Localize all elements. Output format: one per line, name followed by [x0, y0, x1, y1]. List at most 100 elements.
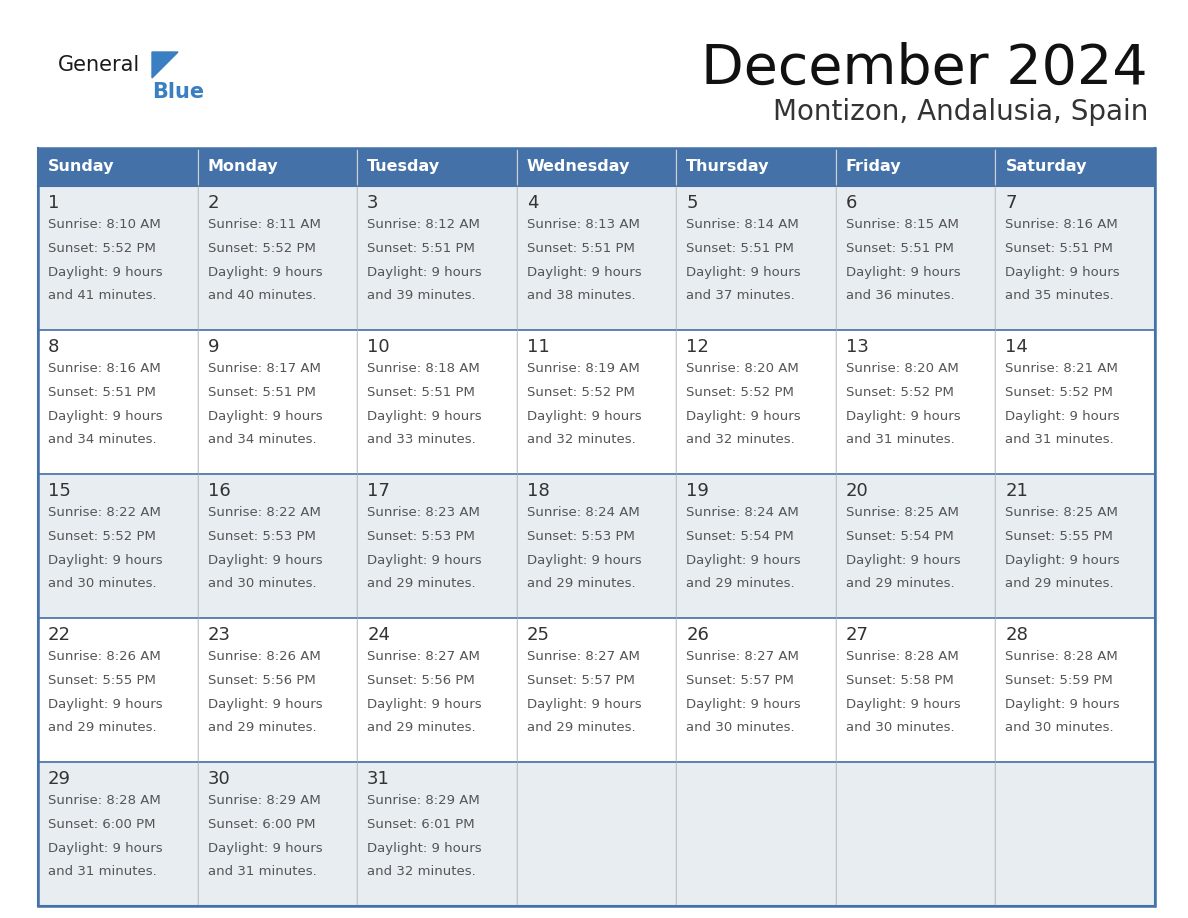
Text: Sunrise: 8:16 AM: Sunrise: 8:16 AM — [48, 362, 160, 375]
Bar — [197, 474, 358, 618]
Bar — [358, 148, 517, 186]
Text: Sunrise: 8:23 AM: Sunrise: 8:23 AM — [367, 506, 480, 519]
Text: Daylight: 9 hours: Daylight: 9 hours — [687, 409, 801, 422]
Text: Daylight: 9 hours: Daylight: 9 hours — [526, 698, 642, 711]
Text: Daylight: 9 hours: Daylight: 9 hours — [48, 842, 163, 855]
Text: Saturday: Saturday — [1005, 160, 1087, 174]
Bar — [676, 186, 836, 330]
Text: Sunset: 5:52 PM: Sunset: 5:52 PM — [1005, 386, 1113, 398]
Text: Sunrise: 8:20 AM: Sunrise: 8:20 AM — [687, 362, 800, 375]
Text: and 30 minutes.: and 30 minutes. — [48, 577, 157, 590]
Bar — [358, 330, 517, 474]
Text: 31: 31 — [367, 770, 390, 788]
Text: Sunrise: 8:12 AM: Sunrise: 8:12 AM — [367, 218, 480, 231]
Text: Tuesday: Tuesday — [367, 160, 441, 174]
Text: Daylight: 9 hours: Daylight: 9 hours — [208, 842, 322, 855]
Text: 14: 14 — [1005, 338, 1029, 356]
Text: Sunset: 5:51 PM: Sunset: 5:51 PM — [846, 241, 954, 255]
Text: Sunset: 5:56 PM: Sunset: 5:56 PM — [208, 674, 315, 687]
Bar — [676, 618, 836, 762]
Text: and 34 minutes.: and 34 minutes. — [208, 433, 316, 446]
Text: December 2024: December 2024 — [701, 42, 1148, 96]
Text: 7: 7 — [1005, 194, 1017, 212]
Text: Monday: Monday — [208, 160, 278, 174]
Text: Sunrise: 8:14 AM: Sunrise: 8:14 AM — [687, 218, 800, 231]
Text: Sunset: 5:52 PM: Sunset: 5:52 PM — [846, 386, 954, 398]
Text: Sunrise: 8:24 AM: Sunrise: 8:24 AM — [526, 506, 639, 519]
Text: 1: 1 — [48, 194, 59, 212]
Text: and 31 minutes.: and 31 minutes. — [1005, 433, 1114, 446]
Text: Sunset: 6:01 PM: Sunset: 6:01 PM — [367, 818, 475, 831]
Text: 25: 25 — [526, 626, 550, 644]
Bar — [676, 330, 836, 474]
Text: Daylight: 9 hours: Daylight: 9 hours — [367, 265, 482, 278]
Bar — [38, 330, 197, 474]
Text: 29: 29 — [48, 770, 71, 788]
Text: Sunset: 6:00 PM: Sunset: 6:00 PM — [208, 818, 315, 831]
Text: Sunset: 5:52 PM: Sunset: 5:52 PM — [526, 386, 634, 398]
Text: and 31 minutes.: and 31 minutes. — [48, 866, 157, 879]
Text: Daylight: 9 hours: Daylight: 9 hours — [48, 698, 163, 711]
Text: Sunset: 5:51 PM: Sunset: 5:51 PM — [687, 241, 794, 255]
Bar — [996, 618, 1155, 762]
Text: and 34 minutes.: and 34 minutes. — [48, 433, 157, 446]
Text: Sunset: 6:00 PM: Sunset: 6:00 PM — [48, 818, 156, 831]
Text: and 30 minutes.: and 30 minutes. — [846, 722, 954, 734]
Text: 6: 6 — [846, 194, 858, 212]
Text: and 31 minutes.: and 31 minutes. — [208, 866, 316, 879]
Text: Daylight: 9 hours: Daylight: 9 hours — [367, 698, 482, 711]
Text: Sunrise: 8:28 AM: Sunrise: 8:28 AM — [48, 794, 160, 807]
Text: Sunrise: 8:20 AM: Sunrise: 8:20 AM — [846, 362, 959, 375]
Text: 11: 11 — [526, 338, 550, 356]
Text: Montizon, Andalusia, Spain: Montizon, Andalusia, Spain — [772, 98, 1148, 126]
Text: 23: 23 — [208, 626, 230, 644]
Text: 24: 24 — [367, 626, 390, 644]
Text: and 41 minutes.: and 41 minutes. — [48, 289, 157, 302]
Text: and 38 minutes.: and 38 minutes. — [526, 289, 636, 302]
Text: Sunrise: 8:18 AM: Sunrise: 8:18 AM — [367, 362, 480, 375]
Text: Sunrise: 8:27 AM: Sunrise: 8:27 AM — [687, 650, 800, 663]
Text: Sunrise: 8:28 AM: Sunrise: 8:28 AM — [846, 650, 959, 663]
Bar — [836, 618, 996, 762]
Text: and 32 minutes.: and 32 minutes. — [526, 433, 636, 446]
Text: and 32 minutes.: and 32 minutes. — [367, 866, 476, 879]
Text: 5: 5 — [687, 194, 697, 212]
Text: 3: 3 — [367, 194, 379, 212]
Text: Sunset: 5:51 PM: Sunset: 5:51 PM — [48, 386, 156, 398]
Bar — [517, 618, 676, 762]
Text: Daylight: 9 hours: Daylight: 9 hours — [687, 554, 801, 566]
Bar — [38, 186, 197, 330]
Bar — [358, 474, 517, 618]
Text: and 35 minutes.: and 35 minutes. — [1005, 289, 1114, 302]
Text: 8: 8 — [48, 338, 59, 356]
Bar — [836, 148, 996, 186]
Text: 19: 19 — [687, 482, 709, 500]
Text: Sunset: 5:55 PM: Sunset: 5:55 PM — [48, 674, 156, 687]
Text: 18: 18 — [526, 482, 550, 500]
Text: Daylight: 9 hours: Daylight: 9 hours — [1005, 265, 1120, 278]
Text: Sunrise: 8:25 AM: Sunrise: 8:25 AM — [1005, 506, 1118, 519]
Bar — [996, 474, 1155, 618]
Text: Daylight: 9 hours: Daylight: 9 hours — [367, 842, 482, 855]
Bar — [358, 618, 517, 762]
Bar — [996, 186, 1155, 330]
Bar — [197, 148, 358, 186]
Bar — [676, 474, 836, 618]
Bar — [197, 330, 358, 474]
Text: Sunset: 5:52 PM: Sunset: 5:52 PM — [208, 241, 316, 255]
Text: and 29 minutes.: and 29 minutes. — [48, 722, 157, 734]
Text: Daylight: 9 hours: Daylight: 9 hours — [1005, 554, 1120, 566]
Text: Sunset: 5:54 PM: Sunset: 5:54 PM — [687, 530, 794, 543]
Bar — [197, 618, 358, 762]
Text: Sunrise: 8:22 AM: Sunrise: 8:22 AM — [208, 506, 321, 519]
Text: Sunset: 5:51 PM: Sunset: 5:51 PM — [367, 386, 475, 398]
Text: General: General — [58, 55, 140, 75]
Text: Daylight: 9 hours: Daylight: 9 hours — [208, 409, 322, 422]
Text: Sunset: 5:52 PM: Sunset: 5:52 PM — [48, 530, 156, 543]
Text: Daylight: 9 hours: Daylight: 9 hours — [208, 265, 322, 278]
Bar — [38, 474, 197, 618]
Text: and 30 minutes.: and 30 minutes. — [208, 577, 316, 590]
Text: Sunset: 5:56 PM: Sunset: 5:56 PM — [367, 674, 475, 687]
Text: 26: 26 — [687, 626, 709, 644]
Text: Daylight: 9 hours: Daylight: 9 hours — [526, 265, 642, 278]
